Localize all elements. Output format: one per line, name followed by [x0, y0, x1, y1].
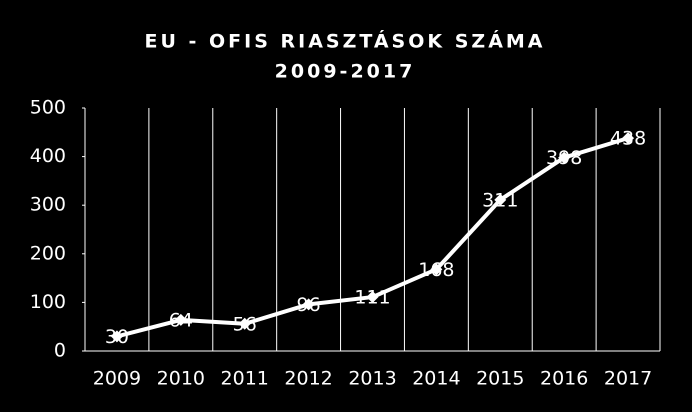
marker — [366, 291, 379, 304]
data-label: 96 — [297, 294, 321, 316]
x-tick-label: 2017 — [604, 368, 652, 390]
data-label: 30 — [105, 326, 129, 348]
data-label: 438 — [610, 128, 646, 150]
marker — [110, 330, 123, 343]
marker — [558, 151, 571, 164]
data-label: 168 — [418, 259, 454, 281]
y-tick-label: 100 — [30, 291, 66, 313]
x-tick-label: 2013 — [348, 368, 396, 390]
y-tick-label: 400 — [30, 145, 66, 167]
data-label: 56 — [233, 313, 257, 335]
data-label: 311 — [482, 189, 518, 211]
y-tick-label: 0 — [54, 340, 66, 362]
x-tick-label: 2014 — [412, 368, 460, 390]
marker — [430, 263, 443, 276]
x-tick-label: 2012 — [284, 368, 332, 390]
chart-subtitle: 2009-2017 — [275, 61, 416, 83]
marker — [302, 298, 315, 311]
marker — [622, 132, 635, 145]
marker — [494, 193, 507, 206]
x-tick-label: 2016 — [540, 368, 588, 390]
marker — [238, 317, 251, 330]
data-label: 111 — [354, 287, 390, 309]
y-tick-label: 200 — [30, 242, 66, 264]
marker — [174, 313, 187, 326]
x-tick-label: 2011 — [221, 368, 269, 390]
x-tick-label: 2009 — [93, 368, 141, 390]
y-tick-label: 500 — [30, 97, 66, 119]
data-label: 64 — [169, 309, 193, 331]
data-label: 398 — [546, 147, 582, 169]
y-tick-label: 300 — [30, 194, 66, 216]
x-tick-label: 2010 — [157, 368, 205, 390]
x-tick-label: 2015 — [476, 368, 524, 390]
chart-title: EU - OFIS RIASZTÁSOK SZÁMA — [144, 30, 545, 53]
